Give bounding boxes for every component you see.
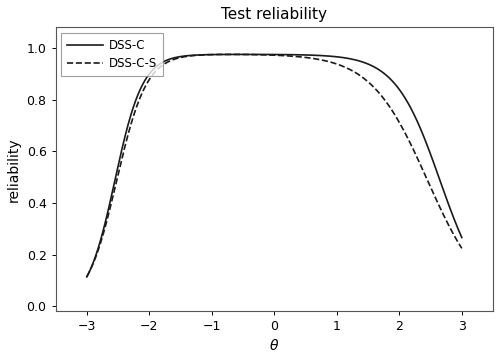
DSS-C xyxy=(380,70,386,74)
DSS-C xyxy=(84,275,90,279)
DSS-C-S xyxy=(459,246,465,251)
Legend: DSS-C, DSS-C-S: DSS-C, DSS-C-S xyxy=(62,33,163,76)
DSS-C xyxy=(266,52,272,57)
DSS-C-S xyxy=(84,274,90,279)
Title: Test reliability: Test reliability xyxy=(222,7,328,22)
DSS-C xyxy=(448,209,454,213)
Y-axis label: reliability: reliability xyxy=(7,137,21,202)
DSS-C xyxy=(256,52,262,57)
DSS-C-S xyxy=(227,52,233,57)
DSS-C-S xyxy=(256,53,262,57)
DSS-C-S xyxy=(448,228,454,232)
DSS-C xyxy=(459,235,465,240)
DSS-C xyxy=(448,208,454,213)
DSS-C-S xyxy=(380,95,386,99)
DSS-C-S xyxy=(266,53,272,57)
Line: DSS-C-S: DSS-C-S xyxy=(87,54,462,276)
DSS-C xyxy=(240,52,246,57)
DSS-C xyxy=(103,217,109,222)
X-axis label: θ: θ xyxy=(270,339,278,353)
DSS-C-S xyxy=(103,222,109,226)
Line: DSS-C: DSS-C xyxy=(87,54,462,277)
DSS-C-S xyxy=(448,228,454,232)
